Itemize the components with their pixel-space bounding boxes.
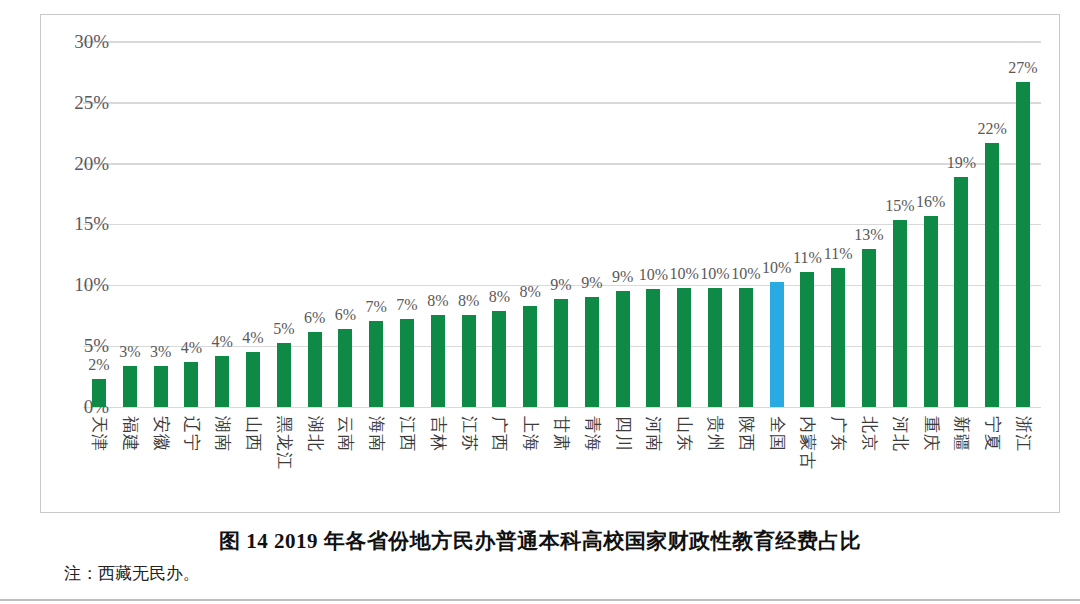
x-axis-category-label: 海南	[368, 416, 385, 452]
bar	[246, 352, 260, 407]
page-divider-line	[0, 599, 1080, 601]
bar	[554, 299, 568, 407]
chart-note: 注：西藏无民办。	[64, 562, 200, 585]
bar-value-label: 19%	[937, 153, 985, 173]
x-axis-category-label: 贵州	[707, 416, 724, 452]
document-page: 0%5%10%15%20%25%30%2%天津3%福建3%安徽4%辽宁4%湖南4…	[0, 0, 1080, 604]
bar	[215, 356, 229, 407]
gridline	[83, 163, 1041, 165]
gridline	[83, 41, 1041, 43]
bar	[646, 289, 660, 407]
x-axis-category-label: 宁夏	[984, 416, 1001, 452]
bar-value-label: 16%	[907, 192, 955, 212]
bar	[585, 297, 599, 407]
bar	[862, 249, 876, 407]
y-axis-tick-label: 15%	[41, 213, 109, 235]
x-axis-category-label: 江苏	[461, 416, 478, 452]
bar	[893, 220, 907, 407]
bar	[431, 315, 445, 407]
bar	[1016, 82, 1030, 407]
x-axis-category-label: 福建	[122, 416, 139, 452]
y-axis-tick-label: 5%	[41, 335, 109, 357]
bar	[369, 321, 383, 407]
bar-value-label: 13%	[845, 225, 893, 245]
bar	[739, 288, 753, 407]
bar	[985, 143, 999, 407]
x-axis-category-label: 辽宁	[183, 416, 200, 452]
x-axis-category-label: 甘肃	[553, 416, 570, 452]
x-axis-category-label: 安徽	[153, 416, 170, 452]
bar	[708, 288, 722, 407]
bar	[308, 332, 322, 407]
y-axis-tick-label: 20%	[41, 153, 109, 175]
x-axis-category-label: 云南	[337, 416, 354, 452]
bar	[954, 177, 968, 407]
bar	[831, 268, 845, 407]
y-axis-tick-label: 10%	[41, 274, 109, 296]
bar	[462, 315, 476, 407]
bar-value-label: 22%	[968, 119, 1016, 139]
bar-national-highlight	[770, 282, 784, 407]
bar	[800, 272, 814, 407]
bar-value-label: 11%	[814, 244, 862, 264]
x-axis-category-label: 浙江	[1015, 416, 1032, 452]
x-axis-category-label: 湖南	[214, 416, 231, 452]
x-axis-category-label: 河南	[645, 416, 662, 452]
x-axis-category-label: 重庆	[923, 416, 940, 452]
bar	[92, 379, 106, 407]
y-axis-tick-label: 25%	[41, 92, 109, 114]
x-axis-category-label: 山西	[245, 416, 262, 452]
x-axis-category-label: 内蒙古	[799, 416, 816, 470]
bar-chart-plot-area: 0%5%10%15%20%25%30%2%天津3%福建3%安徽4%辽宁4%湖南4…	[41, 15, 1059, 512]
bar	[400, 319, 414, 407]
x-axis-category-label: 天津	[91, 416, 108, 452]
x-axis-category-label: 广西	[491, 416, 508, 452]
x-axis-category-label: 江西	[399, 416, 416, 452]
bar	[492, 311, 506, 407]
x-axis-category-label: 山东	[676, 416, 693, 452]
bar	[338, 329, 352, 407]
x-axis-category-label: 四川	[615, 416, 632, 452]
y-axis-tick-label: 30%	[41, 31, 109, 53]
x-axis-category-label: 新疆	[953, 416, 970, 452]
x-axis-category-label: 河北	[892, 416, 909, 452]
chart-frame: 0%5%10%15%20%25%30%2%天津3%福建3%安徽4%辽宁4%湖南4…	[40, 14, 1060, 513]
gridline	[83, 102, 1041, 104]
x-axis-category-label: 广东	[830, 416, 847, 452]
chart-caption: 图 14 2019 年各省份地方民办普通本科高校国家财政性教育经费占比	[0, 527, 1080, 555]
x-axis-category-label: 上海	[522, 416, 539, 452]
x-axis-category-label: 陕西	[738, 416, 755, 452]
bar	[123, 366, 137, 407]
bar	[616, 291, 630, 407]
bar-value-label: 27%	[999, 58, 1047, 78]
x-axis-category-label: 湖北	[307, 416, 324, 452]
bar	[154, 366, 168, 407]
x-axis-category-label: 青海	[584, 416, 601, 452]
bar	[924, 216, 938, 407]
x-axis-category-label: 吉林	[430, 416, 447, 452]
bar	[184, 362, 198, 407]
bar	[523, 306, 537, 407]
bar	[277, 343, 291, 407]
x-axis-category-label: 全国	[769, 416, 786, 452]
x-axis-category-label: 黑龙江	[276, 416, 293, 470]
x-axis-category-label: 北京	[861, 416, 878, 452]
bar	[677, 288, 691, 407]
